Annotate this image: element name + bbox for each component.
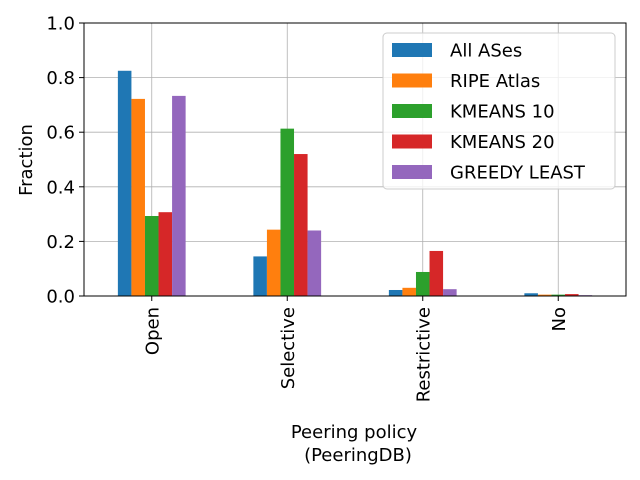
legend-label-kmeans-10: KMEANS 10	[450, 102, 555, 123]
legend-label-greedy-least: GREEDY LEAST	[450, 163, 586, 184]
legend: All ASes RIPE Atlas KMEANS 10 KMEANS 20 GREE…	[382, 32, 616, 190]
plot-frame	[83, 22, 627, 297]
bar-kmeans-20-no	[565, 294, 579, 296]
legend-swatch	[392, 134, 432, 149]
legend-label-ripe-atlas: RIPE Atlas	[450, 71, 540, 92]
x-tick-label-no: No	[549, 307, 570, 331]
legend-swatch	[392, 104, 432, 118]
bar-kmeans-10-selective	[280, 128, 295, 296]
legend-swatch	[392, 165, 432, 179]
bar-kmeans-10-no	[551, 294, 566, 296]
bar-ripe-atlas-open	[131, 98, 145, 296]
y-tick-label: 0.4	[46, 177, 75, 198]
legend-swatch	[392, 73, 432, 88]
bar-kmeans-10-restrictive	[415, 271, 430, 296]
legend-swatch	[392, 43, 432, 57]
y-axis-ticks: 0.0 0.2 0.4 0.6 0.8 1.0	[46, 14, 84, 308]
legend-label-all-ases: All ASes	[450, 41, 522, 62]
y-tick-label: 0.8	[46, 68, 75, 89]
legend-frame	[382, 32, 616, 190]
x-tick-label-restrictive: Restrictive	[413, 307, 434, 402]
bar-kmeans-10-open	[144, 216, 159, 296]
y-tick-label: 0.2	[46, 232, 75, 253]
bar-all-ases-open	[117, 70, 132, 297]
bar-kmeans-20-selective	[294, 154, 308, 296]
bar-ripe-atlas-restrictive	[402, 287, 416, 296]
bar-greedy-least-selective	[307, 230, 322, 296]
y-axis-label: Fraction	[16, 124, 37, 196]
bar-all-ases-selective	[253, 256, 267, 296]
y-tick-label: 0.6	[46, 123, 75, 144]
bar-all-ases-restrictive	[388, 289, 403, 296]
bar-kmeans-20-open	[158, 212, 173, 296]
bar-ripe-atlas-no	[537, 294, 552, 296]
bar-ripe-atlas-selective	[266, 229, 281, 296]
x-axis-ticks: Open Selective Restrictive No	[142, 296, 570, 402]
y-tick-label: 1.0	[46, 14, 75, 35]
x-tick-label-open: Open	[142, 307, 163, 355]
legend-label-kmeans-20: KMEANS 20	[450, 132, 555, 153]
x-tick-label-selective: Selective	[278, 307, 299, 389]
bar-greedy-least-restrictive	[443, 289, 457, 296]
bar-all-ases-no	[524, 293, 538, 296]
bar-greedy-least-open	[172, 95, 186, 297]
y-tick-label: 0.0	[46, 287, 75, 308]
bars	[117, 70, 593, 297]
x-axis-label-line-2: (PeeringDB)	[304, 445, 412, 466]
x-axis-label-line-1: Peering policy	[291, 422, 418, 443]
legend-items: All ASes RIPE Atlas KMEANS 10 KMEANS 20 GREE…	[392, 41, 586, 184]
bar-kmeans-20-restrictive	[429, 250, 444, 296]
